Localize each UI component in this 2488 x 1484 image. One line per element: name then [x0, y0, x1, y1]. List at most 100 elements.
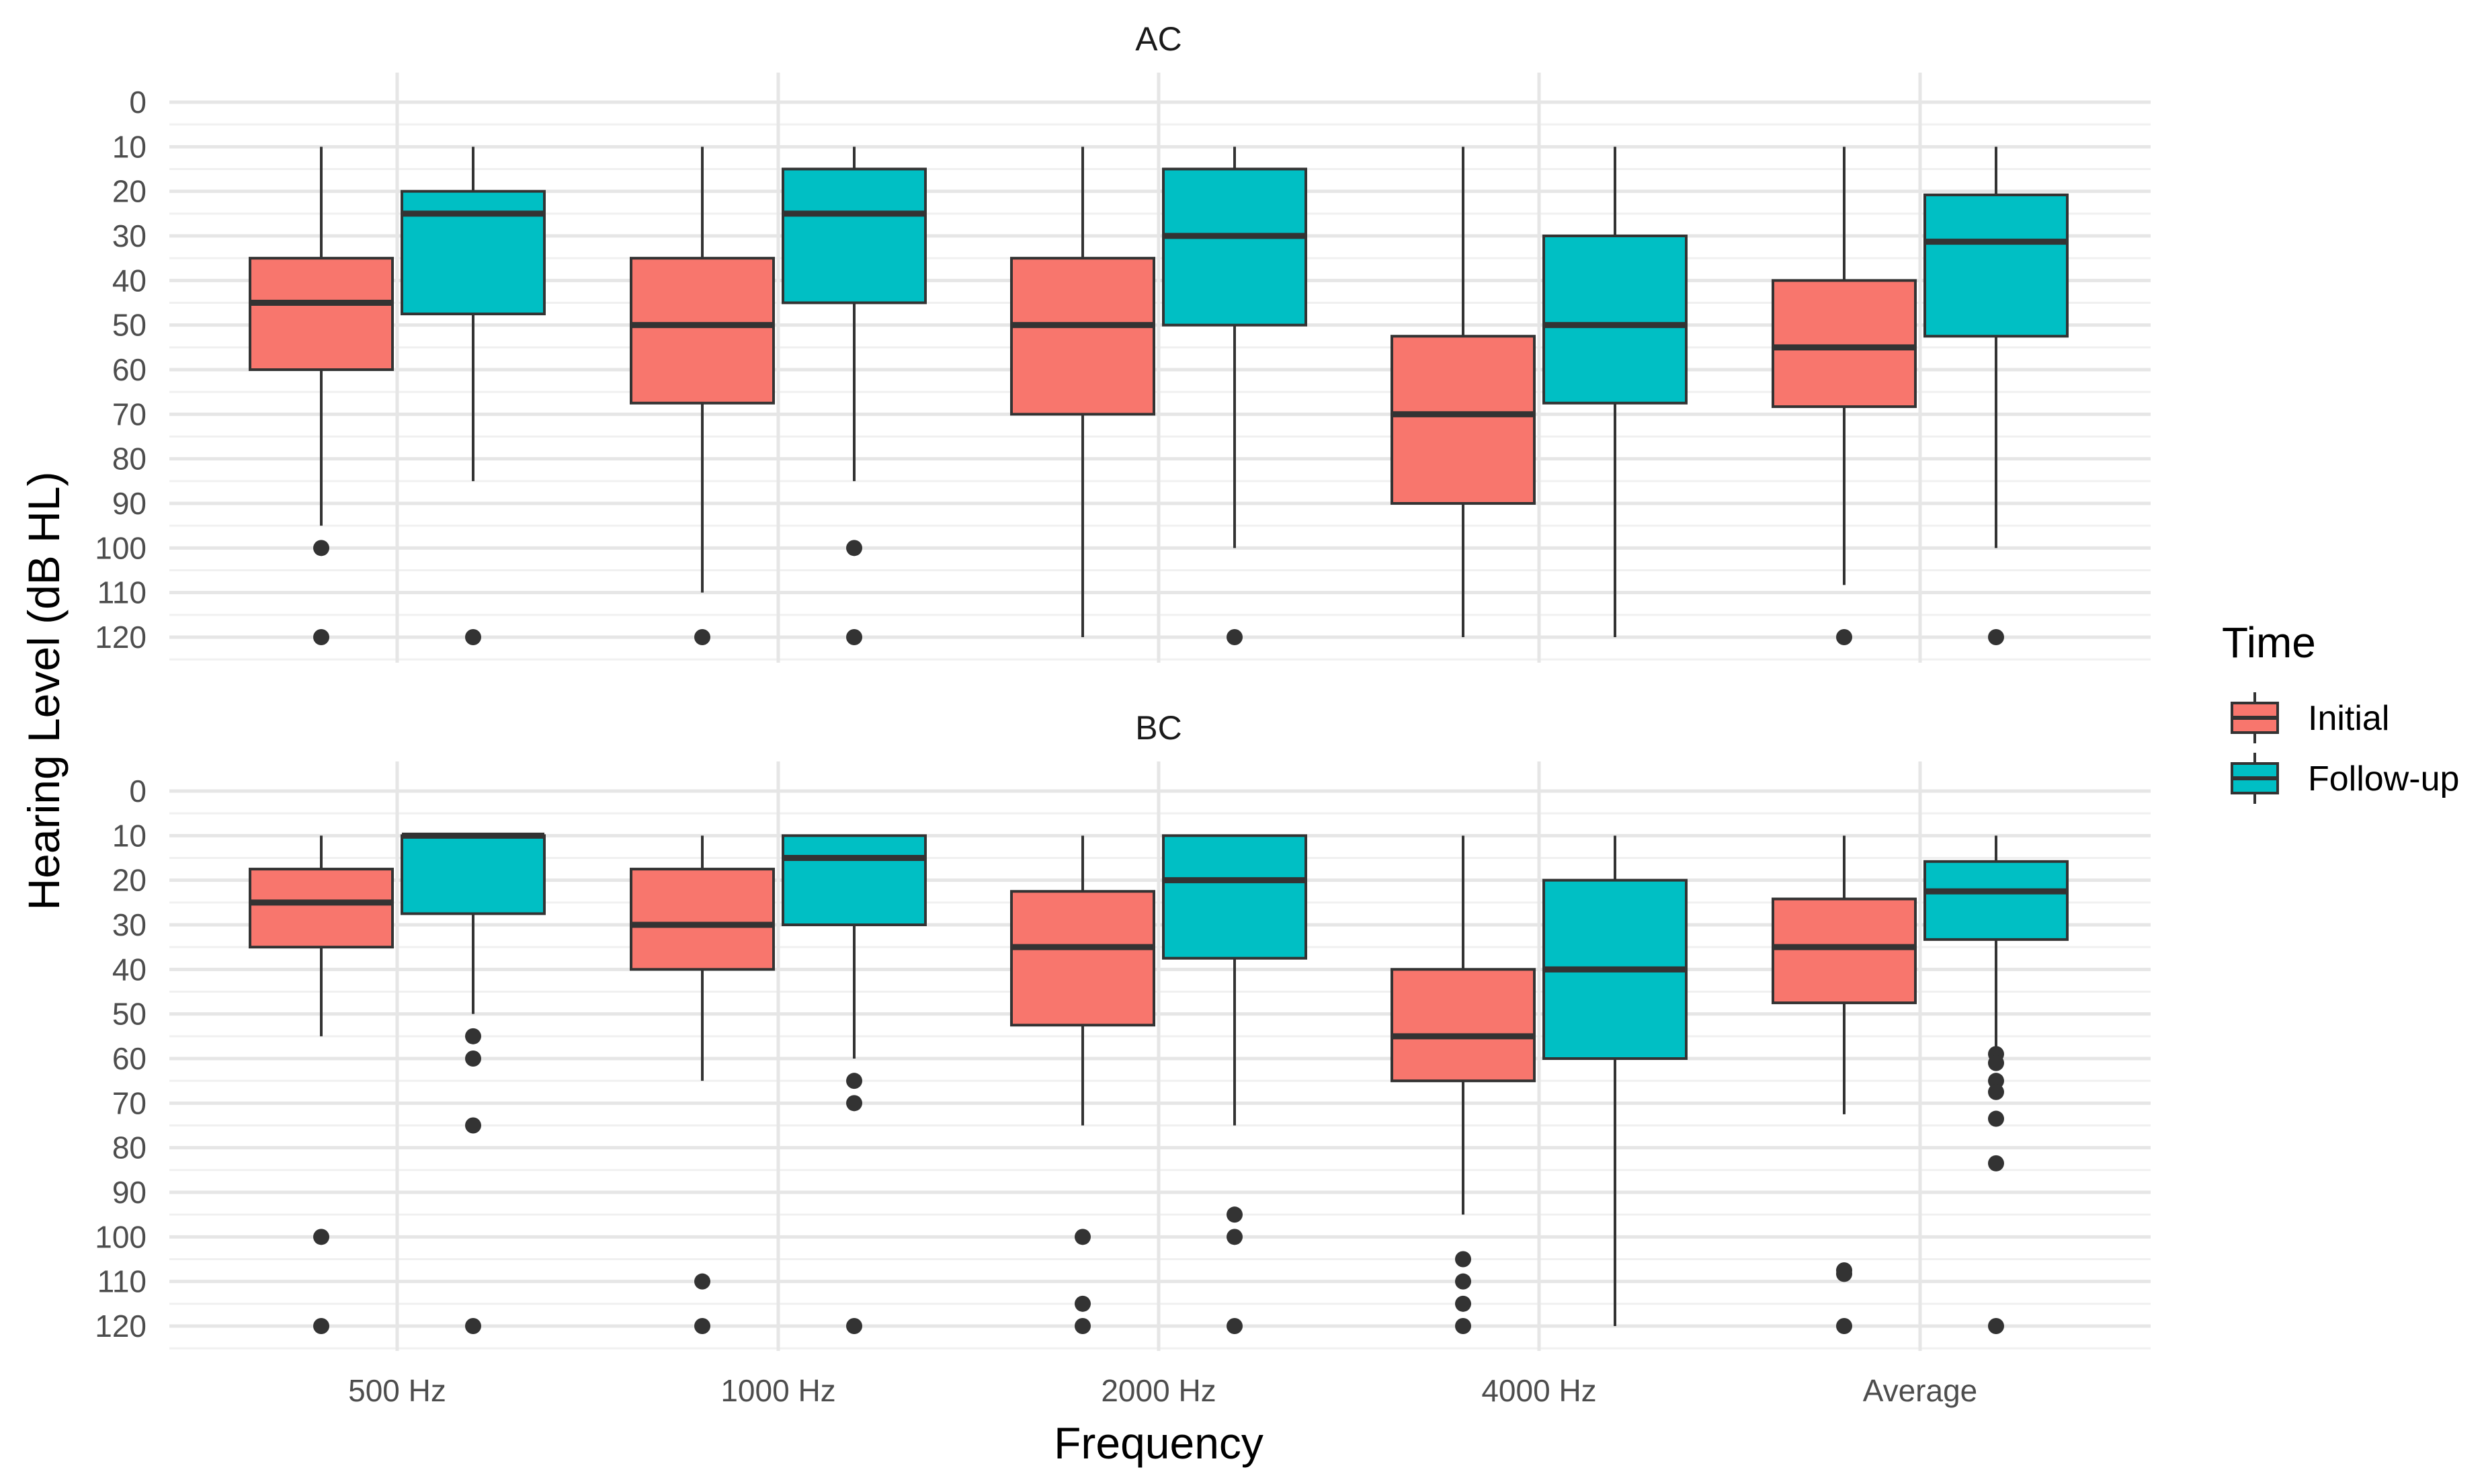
- y-tick-label: 120: [95, 620, 147, 655]
- outlier-point: [1455, 1295, 1471, 1312]
- legend: Time Initial Follow-up: [2222, 618, 2459, 804]
- outlier-point: [313, 629, 329, 645]
- box-initial: [630, 835, 775, 1334]
- y-tick-label: 50: [112, 308, 147, 343]
- outlier-point: [1988, 1073, 2004, 1089]
- box-initial: [1010, 835, 1155, 1334]
- outlier-point: [1836, 1266, 1852, 1282]
- box-body: [782, 167, 927, 304]
- outlier-point: [846, 1318, 862, 1334]
- y-axis-title: Hearing Level (dB HL): [19, 472, 69, 911]
- x-tick-label: 500 Hz: [348, 1373, 446, 1408]
- outlier-point: [846, 629, 862, 645]
- box-initial: [249, 147, 394, 645]
- outlier-point: [1455, 1273, 1471, 1290]
- x-tick-label: 2000 Hz: [1101, 1373, 1216, 1408]
- outlier-point: [465, 1028, 481, 1044]
- y-tick-label: 60: [112, 352, 147, 387]
- y-tick-label: 50: [112, 997, 147, 1032]
- box-initial: [1772, 835, 1917, 1334]
- box-body: [401, 190, 546, 316]
- box-followup: [782, 834, 927, 1334]
- panel-ac: AC 0 10 20 30 40 50 60 70 80 90 100 110 120: [95, 20, 2151, 663]
- y-tick-label: 10: [112, 818, 147, 853]
- outlier-point: [1227, 1318, 1243, 1334]
- box-body: [1010, 257, 1155, 416]
- y-tick-label: 80: [112, 442, 147, 477]
- box-body: [1923, 860, 2069, 941]
- panels: AC 0 10 20 30 40 50 60 70 80 90 100 110 120 BC 0 10 20 30 4…: [95, 20, 2151, 1351]
- outlier-point: [465, 1117, 481, 1134]
- y-tick-label: 30: [112, 907, 147, 942]
- y-tick-label: 40: [112, 263, 147, 298]
- outlier-point: [465, 1318, 481, 1334]
- panel-title: BC: [1135, 709, 1181, 747]
- outlier-point: [1227, 629, 1243, 645]
- y-tick-label: 20: [112, 863, 147, 898]
- outlier-point: [1988, 1110, 2004, 1127]
- box-body: [249, 868, 394, 949]
- outlier-point: [1455, 1251, 1471, 1268]
- box-followup: [1923, 835, 2069, 1334]
- outlier-point: [1075, 1295, 1091, 1312]
- legend-label: Follow-up: [2308, 759, 2459, 798]
- outlier-point: [313, 540, 329, 556]
- box-body: [1923, 193, 2069, 338]
- y-tick-label: 10: [112, 129, 147, 164]
- outlier-point: [313, 1229, 329, 1245]
- y-tick-label: 20: [112, 174, 147, 209]
- legend-title: Time: [2222, 618, 2316, 667]
- outlier-point: [1227, 1229, 1243, 1245]
- y-tick-label: 90: [112, 1175, 147, 1210]
- outlier-point: [1988, 1055, 2004, 1071]
- y-tick-label: 80: [112, 1130, 147, 1165]
- outlier-point: [1836, 1318, 1852, 1334]
- x-tick-label: 4000 Hz: [1481, 1373, 1596, 1408]
- box-initial: [630, 147, 775, 645]
- outlier-point: [1988, 1318, 2004, 1334]
- box-body: [401, 834, 546, 915]
- box-body: [630, 868, 775, 971]
- outlier-point: [1455, 1318, 1471, 1334]
- y-tick-label: 110: [97, 575, 147, 610]
- legend-label: Initial: [2308, 699, 2389, 738]
- x-axis-title: Frequency: [1054, 1418, 1263, 1468]
- y-tick-label: 0: [129, 774, 147, 809]
- panel-title: AC: [1135, 20, 1181, 58]
- box-body: [1542, 235, 1688, 405]
- box-followup: [1923, 147, 2069, 645]
- outlier-point: [694, 629, 710, 645]
- box-body: [1772, 279, 1917, 409]
- y-tick-label: 30: [112, 218, 147, 253]
- outlier-point: [1988, 1083, 2004, 1100]
- y-tick-label: 70: [112, 1085, 147, 1120]
- x-tick-label: Average: [1863, 1373, 1978, 1408]
- box-body: [630, 257, 775, 405]
- box-followup: [1542, 147, 1688, 637]
- box-followup: [1162, 834, 1307, 1334]
- box-body: [1010, 890, 1155, 1027]
- y-tick-label: 100: [95, 530, 147, 565]
- y-tick-label: 40: [112, 952, 147, 987]
- box-body: [1391, 335, 1536, 505]
- box-followup: [1542, 835, 1688, 1326]
- y-tick-label: 100: [95, 1219, 147, 1254]
- legend-item: Initial: [2231, 692, 2389, 743]
- outlier-point: [1075, 1318, 1091, 1334]
- box-body: [249, 257, 394, 371]
- y-tick-label: 60: [112, 1041, 147, 1076]
- panel-bc: BC 0 10 20 30 40 50 60 70 80 90 100 110 120: [95, 709, 2151, 1351]
- box-body: [1162, 167, 1307, 327]
- box-initial: [1010, 147, 1155, 637]
- box-followup: [1162, 147, 1307, 645]
- x-axis: 500 Hz 1000 Hz 2000 Hz 4000 Hz Average: [348, 1373, 1977, 1408]
- box-initial: [249, 835, 394, 1334]
- box-followup: [782, 147, 927, 645]
- box-followup: [401, 832, 546, 1334]
- box-followup: [401, 147, 546, 645]
- y-tick-label: 0: [129, 85, 147, 120]
- outlier-point: [846, 1073, 862, 1089]
- outlier-point: [846, 540, 862, 556]
- y-tick-label: 110: [97, 1264, 147, 1299]
